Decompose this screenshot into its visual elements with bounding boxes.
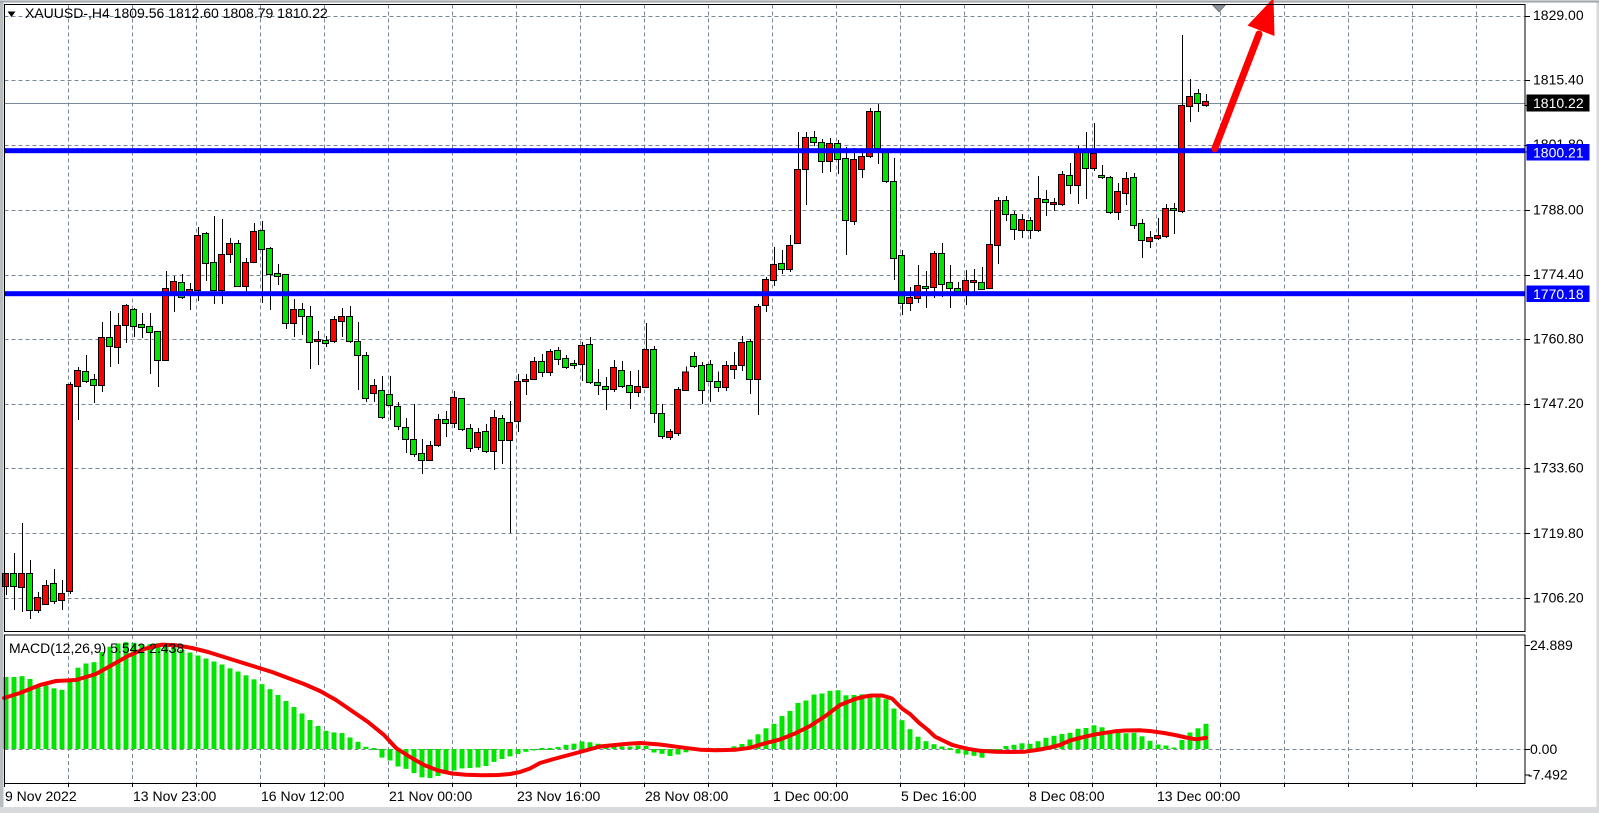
svg-text:8 Dec 08:00: 8 Dec 08:00: [1029, 788, 1105, 804]
svg-text:21 Nov 00:00: 21 Nov 00:00: [389, 788, 472, 804]
svg-text:24.889: 24.889: [1530, 637, 1573, 653]
svg-text:5 Dec 16:00: 5 Dec 16:00: [901, 788, 977, 804]
svg-text:1747.20: 1747.20: [1533, 395, 1584, 411]
svg-text:16 Nov 12:00: 16 Nov 12:00: [261, 788, 344, 804]
svg-text:13 Dec 00:00: 13 Dec 00:00: [1157, 788, 1240, 804]
svg-text:23 Nov 16:00: 23 Nov 16:00: [517, 788, 600, 804]
svg-text:1770.18: 1770.18: [1533, 286, 1584, 302]
svg-text:1788.00: 1788.00: [1533, 202, 1584, 218]
svg-text:1815.40: 1815.40: [1533, 72, 1584, 88]
svg-text:1829.00: 1829.00: [1533, 7, 1584, 23]
svg-text:-7.492: -7.492: [1528, 767, 1568, 783]
svg-text:13 Nov 23:00: 13 Nov 23:00: [133, 788, 216, 804]
svg-text:MACD(12,26,9) 5.542 2.438: MACD(12,26,9) 5.542 2.438: [9, 640, 184, 656]
svg-text:1810.22: 1810.22: [1533, 95, 1584, 111]
svg-text:1706.20: 1706.20: [1533, 589, 1584, 605]
svg-text:1719.80: 1719.80: [1533, 525, 1584, 541]
svg-text:28 Nov 08:00: 28 Nov 08:00: [645, 788, 728, 804]
svg-text:9 Nov 2022: 9 Nov 2022: [5, 788, 77, 804]
svg-text:1774.40: 1774.40: [1533, 266, 1584, 282]
svg-text:1733.60: 1733.60: [1533, 460, 1584, 476]
svg-text:1800.21: 1800.21: [1533, 145, 1584, 161]
svg-text:1 Dec 00:00: 1 Dec 00:00: [773, 788, 849, 804]
svg-text:1760.80: 1760.80: [1533, 331, 1584, 347]
svg-text:0.00: 0.00: [1530, 741, 1557, 757]
svg-text:XAUUSD-,H4 1809.56 1812.60 18: XAUUSD-,H4 1809.56 1812.60 1808.79 1810.…: [25, 5, 328, 21]
